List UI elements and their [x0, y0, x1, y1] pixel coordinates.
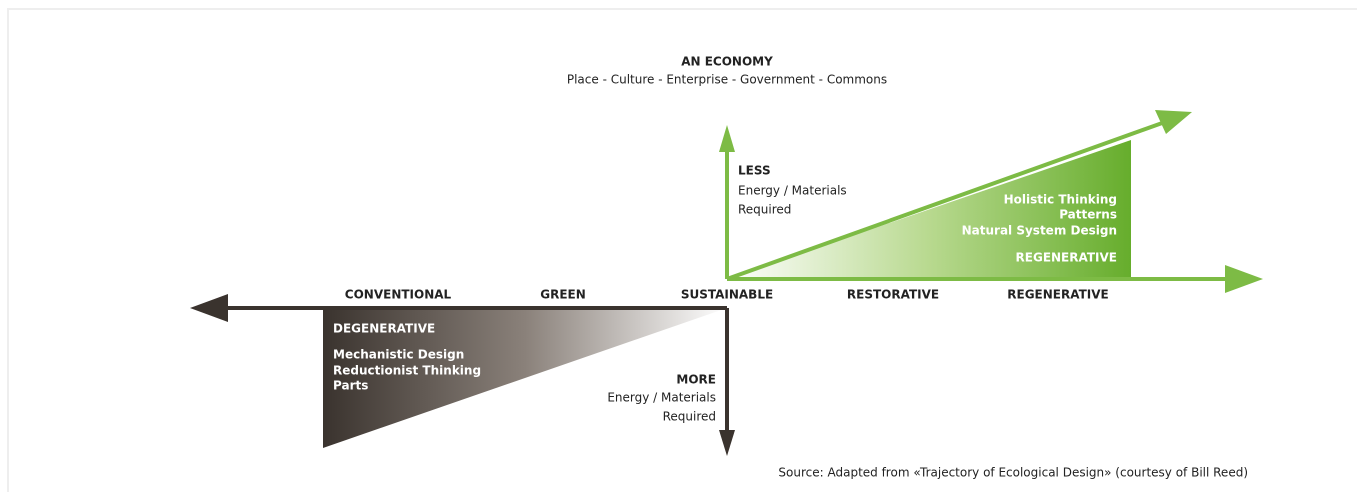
right-axis [727, 277, 1237, 281]
regenerative-title: REGENERATIVE [1016, 251, 1117, 265]
axis-label: CONVENTIONAL [345, 288, 452, 302]
degenerative-wedge [323, 308, 727, 448]
more-line: Energy / Materials [607, 391, 716, 405]
axis-label: SUSTAINABLE [681, 288, 773, 302]
less-title: LESS [738, 164, 771, 178]
header-title: AN ECONOMY [681, 55, 773, 69]
axis-label: RESTORATIVE [847, 288, 939, 302]
degenerative-line: Parts [333, 379, 368, 393]
axis-label: REGENERATIVE [1007, 288, 1108, 302]
up-axis [725, 150, 729, 279]
left-axis [215, 306, 727, 310]
trajectory-arrowhead [1155, 110, 1192, 134]
more-title: MORE [676, 373, 716, 387]
left-arrowhead [190, 294, 228, 322]
less-line: Energy / Materials [738, 184, 847, 198]
more-line: Required [663, 410, 716, 424]
regenerative-line: Natural System Design [962, 224, 1117, 238]
axis-label: GREEN [540, 288, 586, 302]
header-subtitle: Place - Culture - Enterprise - Governmen… [567, 73, 887, 87]
trajectory-line [726, 120, 1166, 281]
less-line: Required [738, 203, 791, 217]
source-note: Source: Adapted from «Trajectory of Ecol… [778, 466, 1248, 480]
regenerative-line: Holistic Thinking [1004, 193, 1117, 207]
degenerative-line: Reductionist Thinking [333, 364, 481, 378]
degenerative-line: Mechanistic Design [333, 348, 464, 362]
up-arrowhead [719, 125, 735, 152]
regenerative-line: Patterns [1059, 208, 1117, 222]
down-axis [725, 308, 729, 433]
frame [7, 8, 1357, 492]
down-arrowhead [719, 430, 735, 456]
right-arrowhead [1225, 265, 1263, 293]
degenerative-title: DEGENERATIVE [333, 322, 435, 336]
